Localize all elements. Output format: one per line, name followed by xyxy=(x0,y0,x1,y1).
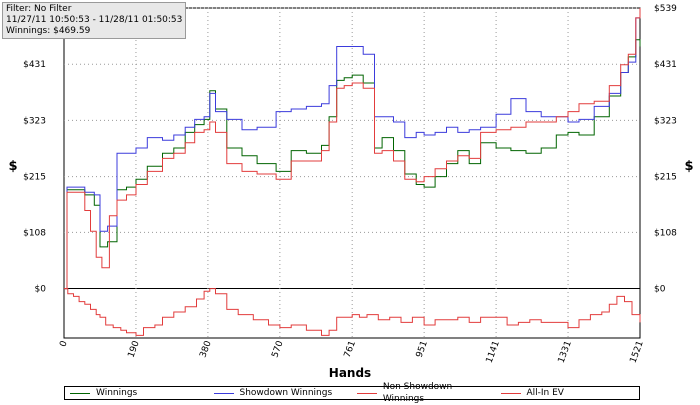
x-tick-label: 190 xyxy=(126,339,141,359)
y-tick-label-left: $215 xyxy=(23,173,46,183)
series-layer xyxy=(64,8,641,336)
plot-area xyxy=(63,7,641,339)
y-tick-label-right: $215 xyxy=(654,173,677,183)
x-tick-label: 570 xyxy=(270,339,285,359)
legend-label: Winnings xyxy=(96,388,138,398)
y-axis-label-left: $ xyxy=(8,159,17,174)
y-tick-label-right: $108 xyxy=(654,228,677,238)
y-tick-label-right: $539 xyxy=(654,4,677,14)
y-tick-label-left: $0 xyxy=(35,285,47,295)
legend-swatch xyxy=(70,392,90,394)
series-line-non-showdown-winnings xyxy=(64,288,641,336)
x-axis-label: Hands xyxy=(329,366,371,380)
legend-item-showdown-winnings: Showdown Winnings xyxy=(209,387,353,399)
x-tick-label: 1331 xyxy=(557,340,574,365)
series-line-winnings xyxy=(64,39,641,290)
filter-label: Filter: No Filter xyxy=(6,4,72,14)
legend-label: All-In EV xyxy=(526,388,564,398)
legend-swatch xyxy=(357,392,377,394)
y-tick-label-left: $323 xyxy=(23,116,46,126)
legend-swatch xyxy=(213,392,234,394)
y-tick-label-right: $323 xyxy=(654,116,677,126)
winnings-label: Winnings: $469.59 xyxy=(6,26,91,36)
legend-label: Showdown Winnings xyxy=(239,388,333,398)
legend-label: Non Showdown Winnings xyxy=(382,382,453,404)
series-line-showdown-winnings xyxy=(64,8,641,290)
legend-swatch xyxy=(500,392,521,394)
x-tick-label: 0 xyxy=(58,339,69,348)
y-tick-label-right: $431 xyxy=(654,60,677,70)
legend-item-winnings: Winnings xyxy=(65,387,209,399)
filter-info-box: Filter: No Filter 11/27/11 10:50:53 - 11… xyxy=(2,2,187,39)
y-tick-label-left: $108 xyxy=(23,228,46,238)
legend-item-all-in-ev: All-In EV xyxy=(496,387,640,399)
x-tick-label: 380 xyxy=(198,339,213,359)
date-range-label: 11/27/11 10:50:53 - 11/28/11 01:50:53 xyxy=(6,15,183,25)
x-tick-label: 1141 xyxy=(485,340,502,365)
x-tick-label: 951 xyxy=(415,340,430,360)
y-axis-label-right: $ xyxy=(684,159,693,174)
grid-lines xyxy=(64,7,640,338)
legend-item-non-showdown-winnings: Non Showdown Winnings xyxy=(352,382,496,404)
x-tick-label: 1521 xyxy=(629,340,646,365)
y-tick-label-left: $431 xyxy=(23,60,46,70)
x-tick-label: 761 xyxy=(343,340,358,360)
chart-legend: Winnings Showdown Winnings Non Showdown … xyxy=(64,382,640,404)
y-tick-label-right: $0 xyxy=(654,285,666,295)
series-line-all-in-ev xyxy=(64,8,641,290)
